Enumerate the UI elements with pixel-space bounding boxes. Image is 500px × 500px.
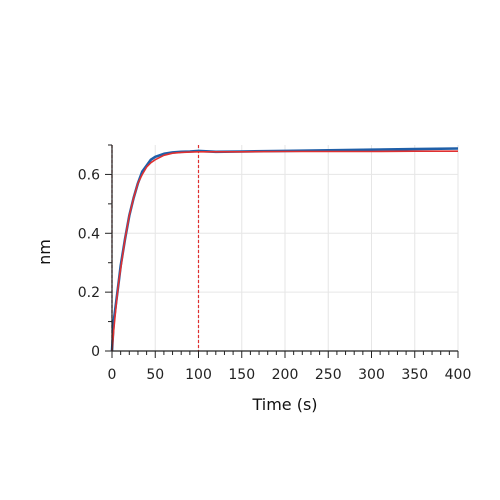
x-tick-label: 200 xyxy=(272,367,299,383)
y-tick-label: 0.2 xyxy=(78,285,100,301)
x-tick-label: 300 xyxy=(358,367,385,383)
x-tick-label: 50 xyxy=(146,367,164,383)
x-tick-label: 350 xyxy=(401,367,428,383)
series xyxy=(110,147,459,352)
y-tick-label: 0.4 xyxy=(78,226,100,242)
x-tick-label: 0 xyxy=(108,367,117,383)
ticks: 0 50 100 150 200 250 300 350 400 0 0.2 0.4 0.6 xyxy=(78,144,472,383)
x-axis-label: Time (s) xyxy=(251,395,317,414)
x-tick-label: 400 xyxy=(445,367,472,383)
fit-curve xyxy=(111,150,458,352)
y-axis-label: nm xyxy=(35,239,54,265)
y-tick-label: 0 xyxy=(91,344,100,360)
y-tick-label: 0.6 xyxy=(78,167,100,183)
grid xyxy=(112,145,459,351)
x-tick-label: 250 xyxy=(315,367,342,383)
x-tick-label: 100 xyxy=(185,367,212,383)
x-tick-label: 150 xyxy=(228,367,255,383)
